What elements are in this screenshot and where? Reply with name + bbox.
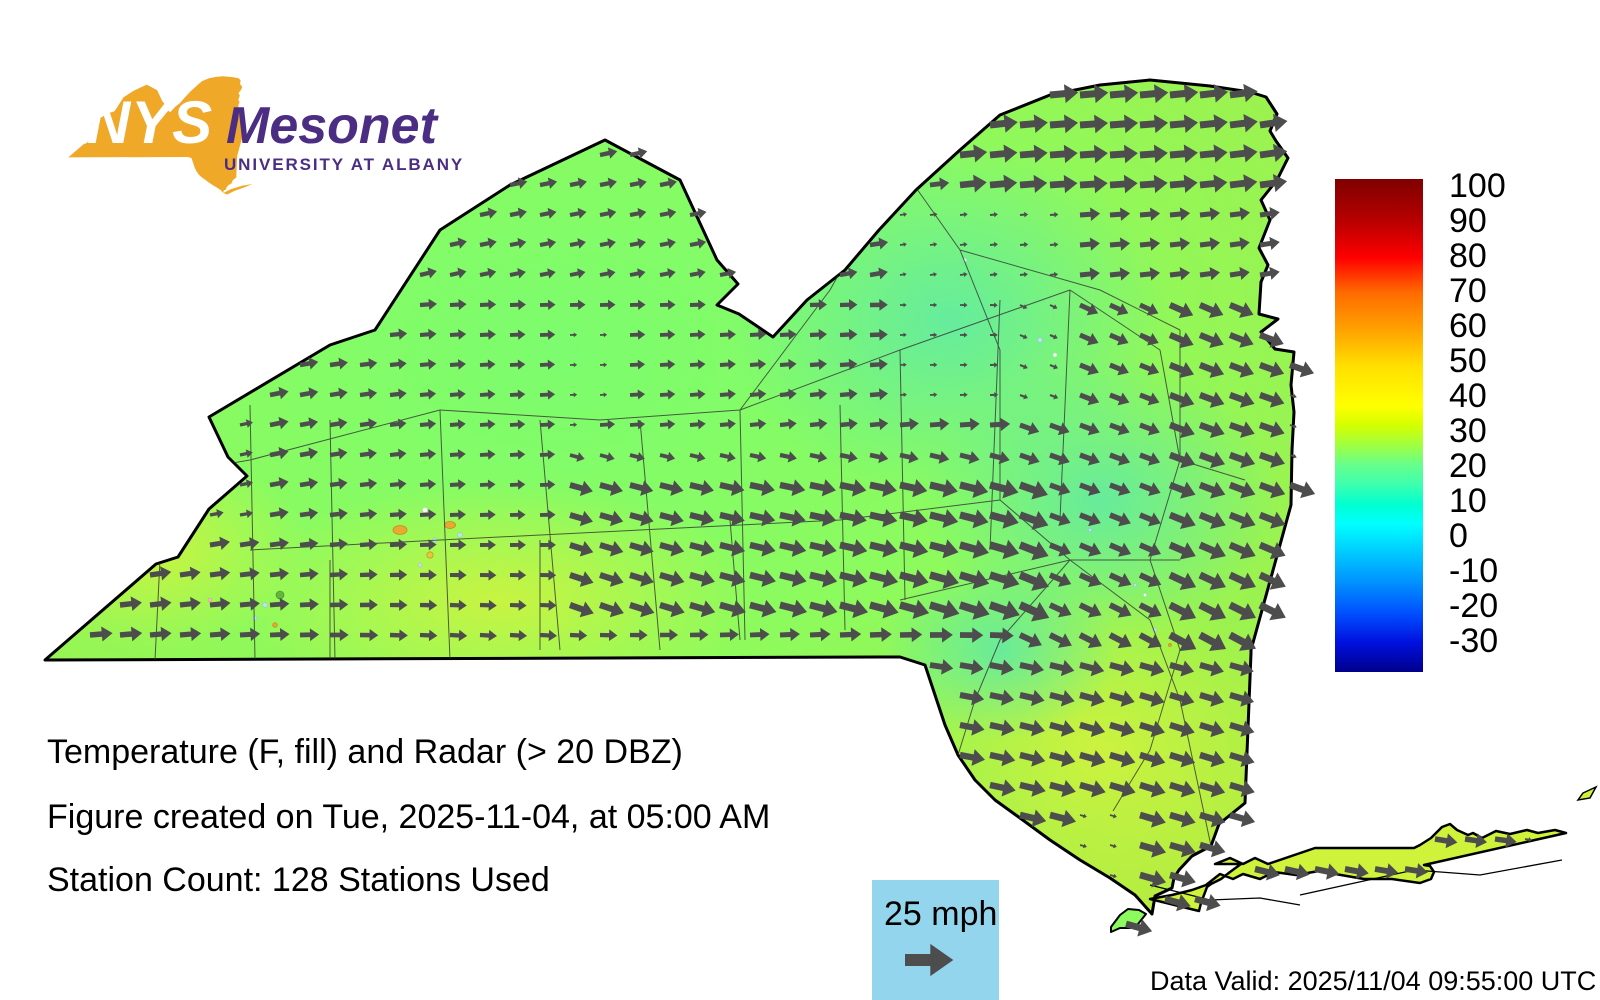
svg-text:Data Valid: 2025/11/04 09:55:0: Data Valid: 2025/11/04 09:55:00 UTC — [1150, 966, 1596, 996]
svg-text:NYS: NYS — [87, 89, 213, 156]
svg-text:0: 0 — [1449, 517, 1468, 555]
svg-text:20: 20 — [1449, 447, 1487, 485]
svg-text:60: 60 — [1449, 307, 1487, 345]
svg-text:-30: -30 — [1449, 622, 1498, 660]
svg-text:50: 50 — [1449, 342, 1487, 380]
svg-text:70: 70 — [1449, 272, 1487, 310]
svg-text:90: 90 — [1449, 202, 1487, 240]
svg-text:30: 30 — [1449, 412, 1487, 450]
svg-text:100: 100 — [1449, 167, 1506, 205]
svg-text:Figure created on Tue, 2025-11: Figure created on Tue, 2025-11-04, at 05… — [47, 798, 770, 836]
svg-text:Station Count: 128 Stations Us: Station Count: 128 Stations Used — [47, 861, 550, 899]
svg-text:40: 40 — [1449, 377, 1487, 415]
svg-text:Temperature (F, fill) and Rada: Temperature (F, fill) and Radar (> 20 DB… — [47, 733, 683, 771]
svg-text:80: 80 — [1449, 237, 1487, 275]
svg-text:UNIVERSITY AT ALBANY: UNIVERSITY AT ALBANY — [224, 155, 464, 174]
svg-text:-10: -10 — [1449, 552, 1498, 590]
svg-text:10: 10 — [1449, 482, 1487, 520]
svg-text:25 mph: 25 mph — [884, 895, 997, 933]
svg-text:Mesonet: Mesonet — [226, 97, 440, 155]
svg-text:-20: -20 — [1449, 587, 1498, 625]
